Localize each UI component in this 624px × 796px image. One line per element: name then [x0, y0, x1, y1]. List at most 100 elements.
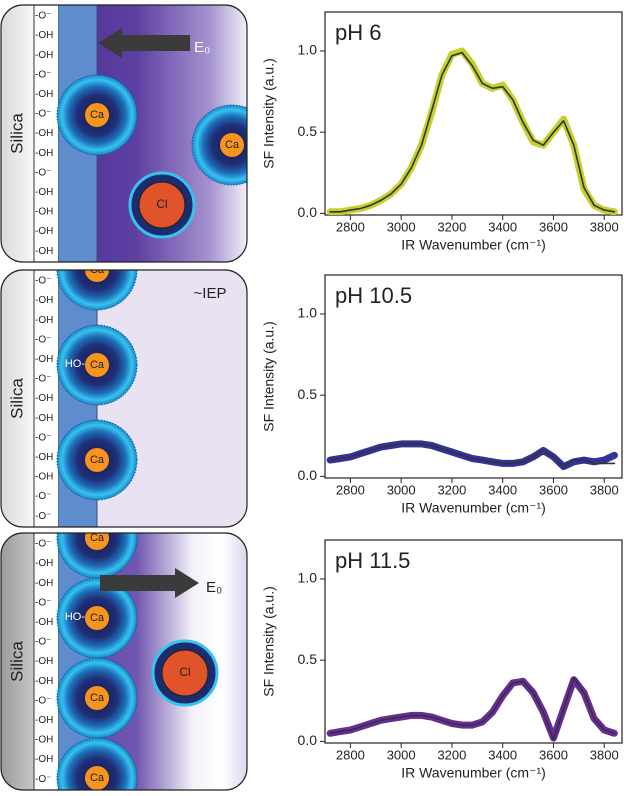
x-tick-label: 3000	[387, 747, 416, 762]
surface-group: -OH	[35, 207, 53, 218]
ion-label: Ca	[90, 692, 105, 704]
y-tick-label: 1.0	[298, 570, 318, 586]
plot-frame	[324, 11, 623, 216]
x-tick-label: 3800	[590, 747, 619, 762]
surface-group: -O⁻	[35, 374, 51, 385]
x-tick-label: 3000	[387, 219, 416, 234]
ion-label: Ca	[90, 264, 105, 276]
surface-group: -OH	[35, 735, 53, 746]
surface-group: -O⁻	[35, 334, 51, 345]
ion	[85, 606, 109, 630]
ion-label: Ca	[225, 139, 240, 151]
region-label: ~IEP	[194, 285, 227, 302]
surface-group: -O⁻	[35, 11, 51, 22]
surface-group: -OH	[35, 676, 53, 687]
surface-group: -OH	[35, 226, 53, 237]
ion-label: Ca	[90, 109, 105, 121]
x-tick-label: 3600	[539, 482, 568, 497]
ion	[85, 103, 109, 127]
y-tick-label: 0.5	[298, 123, 318, 139]
y-tick-label: 0.5	[298, 651, 318, 667]
surface-group: -OH	[35, 754, 53, 765]
ion-label: Ca	[90, 454, 105, 466]
surface-group: -OH	[35, 578, 53, 589]
surface-group: -OH	[35, 656, 53, 667]
ion-label: Cl	[179, 665, 190, 679]
chart-title: pH 10.5	[335, 283, 412, 308]
fit-line	[329, 677, 616, 741]
panel-frame	[0, 269, 248, 528]
field-arrow	[98, 28, 190, 58]
surface-group: -OH	[35, 715, 53, 726]
x-tick-label: 3600	[539, 747, 568, 762]
x-tick-label: 3800	[590, 482, 619, 497]
y-axis-label: SF Intensity (a.u.)	[261, 58, 277, 168]
panel-frame	[0, 532, 248, 791]
surface-group: -OH	[35, 30, 53, 41]
ion	[85, 353, 109, 377]
surface-groups-bg	[34, 5, 58, 262]
plot-area	[326, 47, 618, 215]
ion	[85, 533, 109, 550]
ion	[138, 181, 186, 229]
x-tick-label: 3600	[539, 219, 568, 234]
fit-line	[329, 51, 616, 213]
y-tick-label: 0.0	[298, 732, 318, 748]
surface-group: -OH	[35, 617, 53, 628]
ion-label: Cl	[156, 197, 167, 211]
ion	[85, 448, 109, 472]
surface-group: -OH	[35, 50, 53, 61]
ion	[85, 766, 109, 790]
surface-group: -OH	[35, 472, 53, 483]
surface-group: -OH	[35, 148, 53, 159]
surface-group: -O⁻	[35, 432, 51, 443]
ion-label: Ca	[90, 532, 105, 544]
plot-area	[326, 676, 618, 742]
y-tick-label: 0.0	[298, 204, 318, 220]
surface-group: -O⁻	[35, 69, 51, 80]
diagram-panel: Silica -O⁻ -OH -OH -O⁻ -OH -O⁻ -OH -OH -O⁻ -OH -OH -…	[1, 264, 247, 527]
surface-group: -OH	[35, 452, 53, 463]
plot-frame	[324, 539, 623, 744]
ion-label: Ca	[90, 612, 105, 624]
x-axis-label: IR Wavenumber (cm⁻¹)	[401, 237, 546, 253]
ion-label: Ca	[90, 772, 105, 784]
chart-title: pH 11.5	[335, 548, 410, 573]
x-tick-label: 3200	[437, 747, 466, 762]
x-axis-label: IR Wavenumber (cm⁻¹)	[401, 765, 546, 781]
surface-label: Silica	[7, 641, 26, 682]
y-tick-label: 0.5	[298, 386, 318, 402]
x-tick-label: 3400	[488, 747, 517, 762]
x-tick-label: 3000	[387, 482, 416, 497]
x-tick-label: 3800	[590, 219, 619, 234]
x-tick-label: 3200	[437, 482, 466, 497]
y-tick-label: 0.0	[298, 467, 318, 483]
y-axis-label: SF Intensity (a.u.)	[261, 321, 277, 431]
surface-group: -OH	[35, 315, 53, 326]
field-label: E₀	[194, 39, 210, 56]
surface-group: -O⁻	[35, 774, 51, 785]
silica-surface	[1, 533, 35, 790]
surface-group: -OH	[35, 89, 53, 100]
surface-label: Silica	[7, 378, 26, 419]
surface-group: -OH	[35, 128, 53, 139]
surface-group: -O⁻	[35, 167, 51, 178]
hydration-shell	[56, 270, 138, 311]
surface-group: -O⁻	[35, 597, 51, 608]
surface-group: -O⁻	[35, 276, 51, 287]
surface-group: -O⁻	[35, 539, 51, 550]
field-label: E₀	[206, 579, 222, 596]
chart-title: pH 6	[335, 20, 381, 45]
ligand-label: HO-	[65, 358, 86, 370]
ion	[161, 649, 209, 697]
y-tick-label: 1.0	[298, 305, 318, 321]
x-tick-label: 3200	[437, 219, 466, 234]
plot-frame	[324, 274, 623, 479]
x-tick-label: 2800	[336, 747, 365, 762]
y-axis-label: SF Intensity (a.u.)	[261, 586, 277, 696]
ion	[220, 133, 244, 157]
surface-group: -O⁻	[35, 637, 51, 648]
surface-label: Silica	[7, 113, 26, 154]
